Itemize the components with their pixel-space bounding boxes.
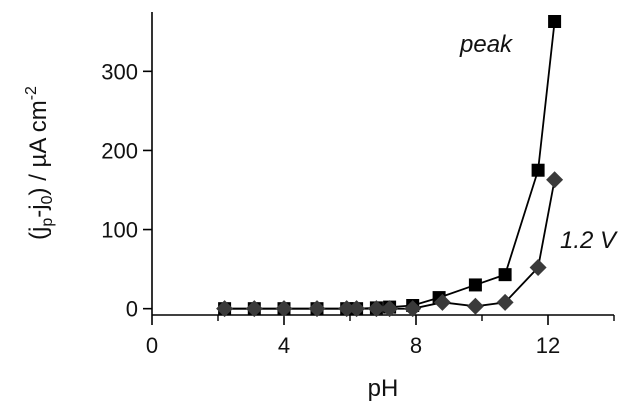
x-tick-label-4: 4 [278,333,290,358]
x-tick-label-12: 12 [536,333,560,358]
series-layer [216,14,564,318]
x-tick-label-0: 0 [146,333,158,358]
point-peak-12 [531,163,545,177]
point-1-2-v-4 [338,300,356,318]
y-title-sup: -2 [23,86,40,100]
point-1-2-v-0 [216,300,234,318]
y-tick-label-0: 0 [126,297,138,322]
point-1-2-v-10 [466,297,484,315]
y-title-rest: ) / µA cm [25,100,52,195]
x-axis-title: pH [368,375,399,402]
series-line-peak [224,21,556,310]
y-tick-label-200: 200 [101,138,138,163]
y-title-sub-p: p [39,218,56,227]
y-tick-label-100: 100 [101,218,138,243]
point-1-2-v-6 [367,300,385,318]
y-title-prefix: (j [25,227,52,240]
series-1-2-v [216,171,564,318]
y-ticks: 0 100 200 300 [101,59,152,322]
point-peak-10 [468,278,482,292]
plot-area [151,12,614,316]
x-tick-label-8: 8 [410,333,422,358]
point-1-2-v-3 [308,300,326,318]
y-axis-title: (jp-j0) / µA cm-2 [23,86,56,240]
series-line-1-2-v [224,179,556,310]
point-1-2-v-1 [245,300,263,318]
point-peak-13 [548,14,562,28]
point-1-2-v-5 [348,300,366,318]
y-title-sub-0: 0 [39,195,56,204]
point-1-2-v-9 [433,293,451,311]
point-1-2-v-13 [546,171,564,189]
series-label-peak: peak [459,31,514,58]
y-title-mid: -j [25,204,52,217]
series-label-1-2v: 1.2 V [560,227,618,254]
point-peak-11 [498,268,512,282]
point-1-2-v-2 [275,300,293,318]
x-ticks: 0 4 8 12 [146,315,615,358]
point-1-2-v-8 [404,300,422,318]
point-1-2-v-7 [381,300,399,318]
y-tick-label-300: 300 [101,59,138,84]
point-1-2-v-12 [529,259,547,277]
series-peak [218,14,562,316]
point-1-2-v-11 [496,293,514,311]
